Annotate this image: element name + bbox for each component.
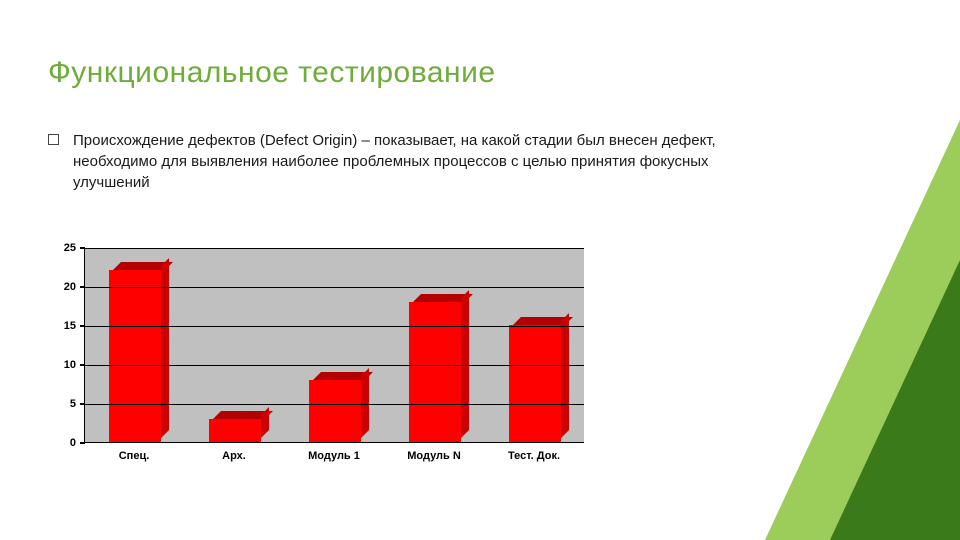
x-axis-label: Спец. — [119, 450, 150, 462]
y-tick — [80, 286, 85, 288]
bar-side — [561, 313, 569, 438]
y-tick — [80, 364, 85, 366]
y-tick — [80, 325, 85, 327]
bar-side — [161, 258, 169, 438]
bar — [309, 380, 361, 442]
y-axis-label: 25 — [64, 242, 76, 254]
slide: Функциональное тестирование Происхождени… — [0, 0, 960, 540]
bar — [409, 302, 461, 442]
gridline — [85, 248, 584, 249]
y-axis-label: 10 — [64, 359, 76, 371]
bar-front — [209, 419, 261, 442]
y-tick — [80, 442, 85, 444]
x-axis-label: Модуль 1 — [308, 450, 360, 462]
bar-front — [409, 302, 461, 442]
bullet-item: Происхождение дефектов (Defect Origin) –… — [48, 130, 768, 193]
bullet-text: Происхождение дефектов (Defect Origin) –… — [73, 130, 768, 193]
gridline — [85, 365, 584, 366]
gridline — [85, 404, 584, 405]
page-title: Функциональное тестирование — [48, 56, 496, 90]
chart-plot-area — [84, 248, 584, 443]
x-axis-label: Модуль N — [407, 450, 461, 462]
y-tick — [80, 403, 85, 405]
y-axis-label: 20 — [64, 281, 76, 293]
y-tick — [80, 247, 85, 249]
decor-corner-icon — [710, 0, 960, 540]
bar — [209, 419, 261, 442]
bar-front — [309, 380, 361, 442]
bars-container — [85, 248, 584, 442]
bar — [509, 325, 561, 442]
defect-origin-chart: 0510152025 Спец.Арх.Модуль 1Модуль NТест… — [48, 248, 608, 488]
gridline — [85, 287, 584, 288]
bar-side — [461, 290, 469, 438]
bullet-marker-icon — [48, 134, 59, 145]
bar-front — [509, 325, 561, 442]
bar-side — [361, 368, 369, 438]
bar-front — [109, 270, 161, 442]
y-axis-label: 15 — [64, 320, 76, 332]
gridline — [85, 326, 584, 327]
x-axis-labels: Спец. Арх. Модуль 1 Модуль N Тест. Док. — [84, 450, 584, 470]
x-axis-label: Тест. Док. — [508, 450, 560, 462]
y-axis-labels: 0510152025 — [48, 248, 80, 443]
bar — [109, 270, 161, 442]
y-axis-label: 0 — [70, 437, 76, 449]
x-axis-label: Арх. — [222, 450, 246, 462]
y-axis-label: 5 — [70, 398, 76, 410]
